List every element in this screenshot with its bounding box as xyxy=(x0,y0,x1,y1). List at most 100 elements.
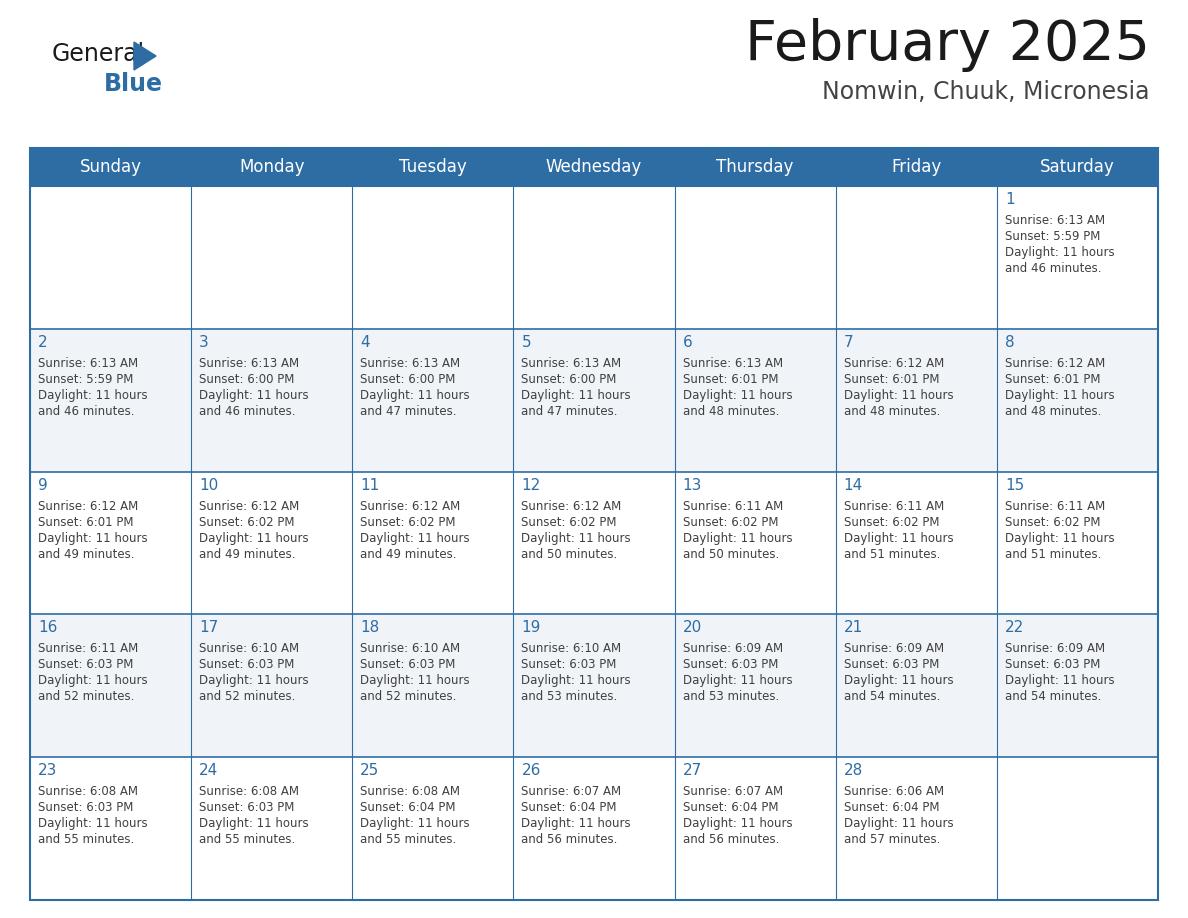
Text: Daylight: 11 hours: Daylight: 11 hours xyxy=(200,389,309,402)
Text: Sunset: 6:04 PM: Sunset: 6:04 PM xyxy=(360,801,456,814)
Text: February 2025: February 2025 xyxy=(745,18,1150,72)
Text: 23: 23 xyxy=(38,763,57,778)
Text: Sunrise: 6:12 AM: Sunrise: 6:12 AM xyxy=(360,499,461,512)
Text: 19: 19 xyxy=(522,621,541,635)
Bar xyxy=(675,148,835,186)
Text: 2: 2 xyxy=(38,335,48,350)
Text: Sunset: 6:03 PM: Sunset: 6:03 PM xyxy=(360,658,456,671)
Text: 3: 3 xyxy=(200,335,209,350)
Text: 12: 12 xyxy=(522,477,541,493)
Text: Blue: Blue xyxy=(105,72,163,96)
Text: and 47 minutes.: and 47 minutes. xyxy=(522,405,618,418)
Text: 9: 9 xyxy=(38,477,48,493)
Text: and 49 minutes.: and 49 minutes. xyxy=(38,548,134,561)
Text: and 54 minutes.: and 54 minutes. xyxy=(1005,690,1101,703)
Text: and 49 minutes.: and 49 minutes. xyxy=(200,548,296,561)
Text: Daylight: 11 hours: Daylight: 11 hours xyxy=(522,532,631,544)
Text: Sunset: 6:04 PM: Sunset: 6:04 PM xyxy=(522,801,617,814)
Bar xyxy=(30,757,1158,900)
Text: 22: 22 xyxy=(1005,621,1024,635)
Text: Sunset: 6:02 PM: Sunset: 6:02 PM xyxy=(522,516,617,529)
Text: Nomwin, Chuuk, Micronesia: Nomwin, Chuuk, Micronesia xyxy=(822,80,1150,104)
Text: Sunrise: 6:13 AM: Sunrise: 6:13 AM xyxy=(38,357,138,370)
Text: Sunrise: 6:13 AM: Sunrise: 6:13 AM xyxy=(522,357,621,370)
Text: 11: 11 xyxy=(360,477,379,493)
Text: 4: 4 xyxy=(360,335,369,350)
Text: and 46 minutes.: and 46 minutes. xyxy=(38,405,134,418)
Text: and 51 minutes.: and 51 minutes. xyxy=(843,548,940,561)
Text: 18: 18 xyxy=(360,621,379,635)
Text: 17: 17 xyxy=(200,621,219,635)
Text: Daylight: 11 hours: Daylight: 11 hours xyxy=(360,675,470,688)
Text: 25: 25 xyxy=(360,763,379,778)
Text: Daylight: 11 hours: Daylight: 11 hours xyxy=(1005,532,1114,544)
Text: Sunset: 6:00 PM: Sunset: 6:00 PM xyxy=(522,373,617,386)
Text: General: General xyxy=(52,42,145,66)
Text: 20: 20 xyxy=(683,621,702,635)
Text: Sunset: 6:03 PM: Sunset: 6:03 PM xyxy=(38,801,133,814)
Text: and 52 minutes.: and 52 minutes. xyxy=(200,690,296,703)
Text: Daylight: 11 hours: Daylight: 11 hours xyxy=(683,817,792,830)
Text: 28: 28 xyxy=(843,763,862,778)
Text: Sunrise: 6:08 AM: Sunrise: 6:08 AM xyxy=(38,785,138,798)
Text: Sunrise: 6:10 AM: Sunrise: 6:10 AM xyxy=(522,643,621,655)
Text: Sunset: 6:02 PM: Sunset: 6:02 PM xyxy=(360,516,456,529)
Text: Sunrise: 6:08 AM: Sunrise: 6:08 AM xyxy=(360,785,460,798)
Text: and 48 minutes.: and 48 minutes. xyxy=(843,405,940,418)
Bar xyxy=(353,148,513,186)
Text: Sunrise: 6:11 AM: Sunrise: 6:11 AM xyxy=(38,643,138,655)
Text: Sunset: 6:02 PM: Sunset: 6:02 PM xyxy=(683,516,778,529)
Bar xyxy=(30,148,191,186)
Bar xyxy=(30,148,1158,900)
Text: Daylight: 11 hours: Daylight: 11 hours xyxy=(38,532,147,544)
Text: 24: 24 xyxy=(200,763,219,778)
Text: 5: 5 xyxy=(522,335,531,350)
Text: Sunset: 6:02 PM: Sunset: 6:02 PM xyxy=(1005,516,1100,529)
Text: 15: 15 xyxy=(1005,477,1024,493)
Text: and 52 minutes.: and 52 minutes. xyxy=(38,690,134,703)
Text: Sunrise: 6:12 AM: Sunrise: 6:12 AM xyxy=(522,499,621,512)
Text: Sunset: 6:03 PM: Sunset: 6:03 PM xyxy=(38,658,133,671)
Text: Sunset: 6:01 PM: Sunset: 6:01 PM xyxy=(843,373,940,386)
Text: Daylight: 11 hours: Daylight: 11 hours xyxy=(1005,246,1114,259)
Text: Sunrise: 6:12 AM: Sunrise: 6:12 AM xyxy=(200,499,299,512)
Text: Sunset: 6:03 PM: Sunset: 6:03 PM xyxy=(1005,658,1100,671)
Text: Sunrise: 6:06 AM: Sunrise: 6:06 AM xyxy=(843,785,943,798)
Text: Sunrise: 6:08 AM: Sunrise: 6:08 AM xyxy=(200,785,299,798)
Text: 16: 16 xyxy=(38,621,57,635)
Text: Daylight: 11 hours: Daylight: 11 hours xyxy=(200,532,309,544)
Text: Daylight: 11 hours: Daylight: 11 hours xyxy=(843,532,953,544)
Text: Daylight: 11 hours: Daylight: 11 hours xyxy=(38,817,147,830)
Text: Sunrise: 6:07 AM: Sunrise: 6:07 AM xyxy=(522,785,621,798)
Text: Sunset: 6:00 PM: Sunset: 6:00 PM xyxy=(360,373,456,386)
Text: Sunset: 6:01 PM: Sunset: 6:01 PM xyxy=(1005,373,1100,386)
Text: Sunrise: 6:11 AM: Sunrise: 6:11 AM xyxy=(683,499,783,512)
Text: Daylight: 11 hours: Daylight: 11 hours xyxy=(360,389,470,402)
Text: Sunset: 6:00 PM: Sunset: 6:00 PM xyxy=(200,373,295,386)
Bar xyxy=(30,614,1158,757)
Text: Daylight: 11 hours: Daylight: 11 hours xyxy=(360,817,470,830)
Text: Sunrise: 6:12 AM: Sunrise: 6:12 AM xyxy=(38,499,138,512)
Text: Daylight: 11 hours: Daylight: 11 hours xyxy=(38,389,147,402)
Text: Sunrise: 6:09 AM: Sunrise: 6:09 AM xyxy=(683,643,783,655)
Text: and 48 minutes.: and 48 minutes. xyxy=(1005,405,1101,418)
Text: and 48 minutes.: and 48 minutes. xyxy=(683,405,779,418)
Bar xyxy=(30,186,1158,329)
Bar xyxy=(191,148,353,186)
Text: Sunrise: 6:09 AM: Sunrise: 6:09 AM xyxy=(1005,643,1105,655)
Text: Sunset: 6:03 PM: Sunset: 6:03 PM xyxy=(522,658,617,671)
Text: Sunday: Sunday xyxy=(80,158,141,176)
Text: Sunrise: 6:10 AM: Sunrise: 6:10 AM xyxy=(360,643,461,655)
Text: 8: 8 xyxy=(1005,335,1015,350)
Text: and 51 minutes.: and 51 minutes. xyxy=(1005,548,1101,561)
Text: 10: 10 xyxy=(200,477,219,493)
Text: Sunset: 6:03 PM: Sunset: 6:03 PM xyxy=(843,658,939,671)
Text: Daylight: 11 hours: Daylight: 11 hours xyxy=(522,817,631,830)
Text: Friday: Friday xyxy=(891,158,941,176)
Text: Daylight: 11 hours: Daylight: 11 hours xyxy=(683,675,792,688)
Text: Wednesday: Wednesday xyxy=(545,158,643,176)
Text: Sunrise: 6:13 AM: Sunrise: 6:13 AM xyxy=(683,357,783,370)
Text: Sunset: 5:59 PM: Sunset: 5:59 PM xyxy=(38,373,133,386)
Text: and 55 minutes.: and 55 minutes. xyxy=(200,834,296,846)
Text: Sunrise: 6:11 AM: Sunrise: 6:11 AM xyxy=(1005,499,1105,512)
